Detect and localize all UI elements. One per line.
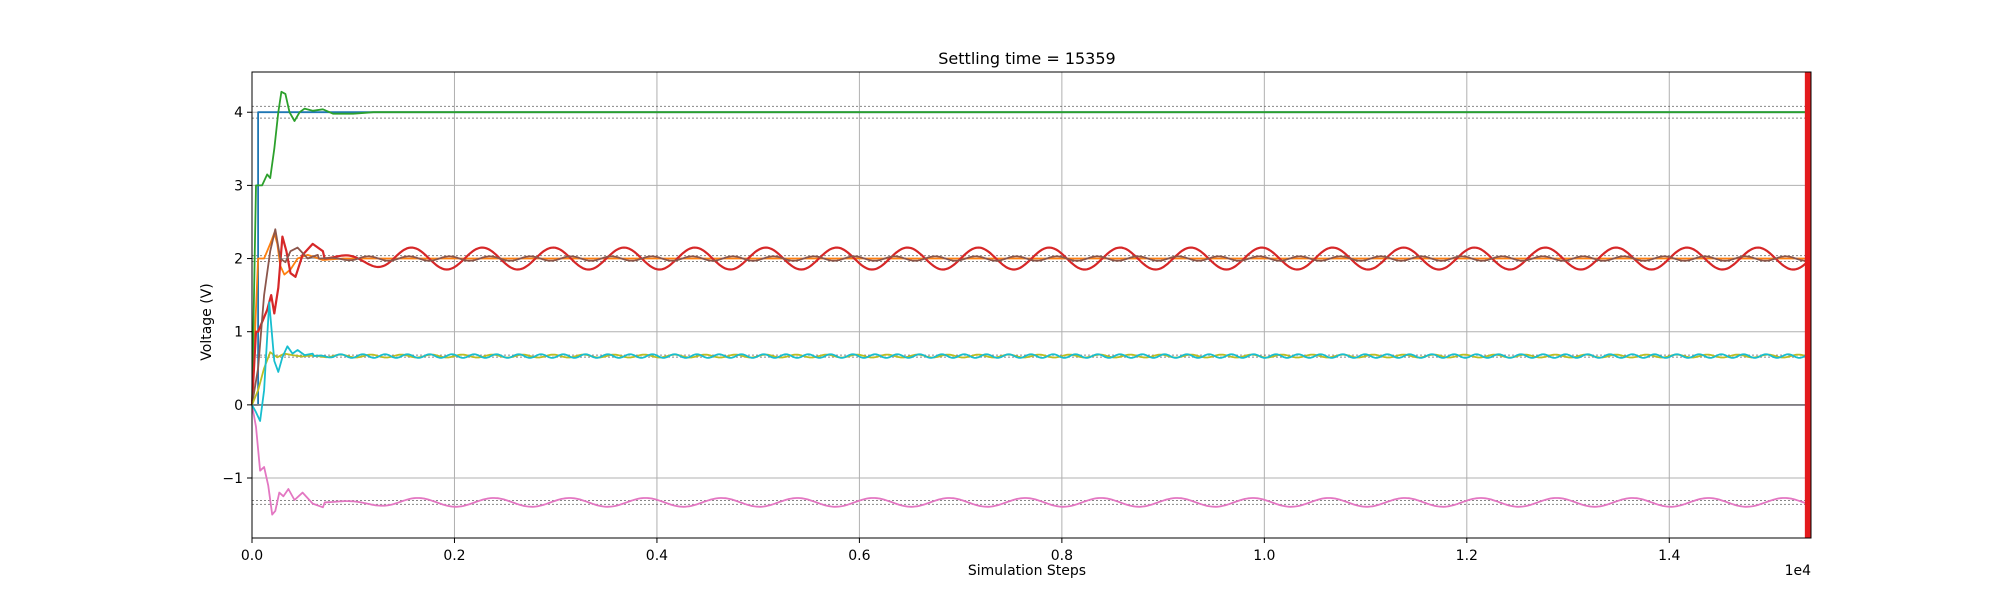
- tolerance-bands: [252, 105, 1811, 505]
- x-tick-label: 1.4: [1658, 548, 1680, 564]
- x-tick-label: 0.6: [848, 548, 870, 564]
- x-axis-offset-label: 1e4: [1785, 563, 1812, 579]
- x-axis-label: Simulation Steps: [968, 563, 1086, 579]
- x-tick-label: 0.4: [646, 548, 668, 564]
- x-tick-label: 0.0: [241, 548, 263, 564]
- grid-lines: [251, 72, 1811, 538]
- y-tick-label: −1: [222, 471, 243, 487]
- series-line: [251, 90, 1807, 405]
- y-tick-label: 3: [234, 178, 243, 194]
- axis-ticks: 0.0 0.2 0.4 0.6 0.8 1.0 1.2 1.4 −1 0 1 2 3 4: [222, 105, 1680, 564]
- y-tick-label: 4: [234, 105, 243, 121]
- series-line: [251, 351, 1807, 406]
- x-tick-label: 1.2: [1456, 548, 1478, 564]
- y-axis-label: Voltage (V): [199, 283, 215, 360]
- series-line: [251, 404, 1807, 516]
- x-tick-label: 1.0: [1253, 548, 1275, 564]
- series-line: [251, 228, 1806, 406]
- y-tick-label: 2: [234, 252, 243, 268]
- plot-frame: [251, 71, 1812, 539]
- series-line: [250, 235, 1808, 405]
- data-series: [250, 90, 1808, 516]
- y-tick-label: 1: [234, 325, 243, 341]
- series-line: [251, 301, 1807, 422]
- x-tick-label: 0.2: [443, 548, 465, 564]
- x-tick-label: 0.8: [1051, 548, 1073, 564]
- chart-title: Settling time = 15359: [938, 49, 1115, 68]
- y-tick-label: 0: [234, 398, 243, 414]
- settling-time-marker: [1804, 72, 1811, 538]
